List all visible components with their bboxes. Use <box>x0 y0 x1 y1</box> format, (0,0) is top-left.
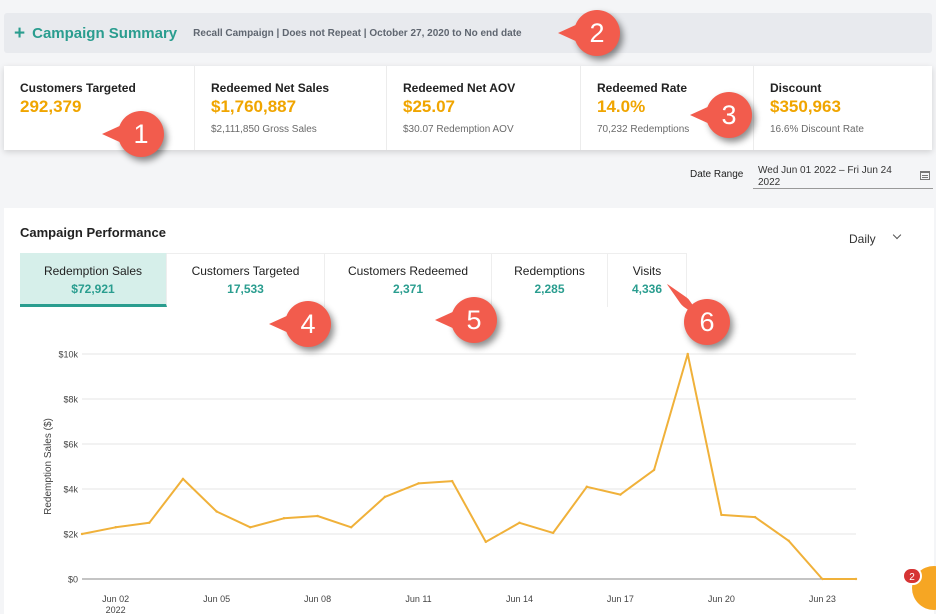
data-point <box>720 513 723 517</box>
kpi-value: 292,379 <box>20 97 82 116</box>
x-tick-label: Jun 23 <box>809 594 836 604</box>
data-point <box>450 479 454 483</box>
tab-label: Redemption Sales <box>43 264 143 278</box>
x-tick-label: Jun 05 <box>203 594 230 604</box>
data-point <box>787 539 790 542</box>
data-point <box>854 577 858 581</box>
data-point <box>282 517 286 520</box>
callout-badge-1: 1 <box>102 111 164 157</box>
kpi-value: 14.0% <box>597 97 646 116</box>
redemption-sales-chart: $0 $2k $4k $6k $8k $10k Redemption Sales ($) Ju… <box>43 350 858 614</box>
x-tick-year-label: 2022 <box>106 605 126 614</box>
kpi-subtext: 16.6% Discount Rate <box>770 124 864 135</box>
kpi-value: $25.07 <box>403 97 455 116</box>
chevron-down-icon[interactable] <box>892 230 902 240</box>
tab-label: Customers Targeted <box>191 264 300 278</box>
callout-badge-5: 5 <box>435 297 497 343</box>
data-point <box>249 526 252 529</box>
kpi-label: Redeemed Net Sales <box>211 81 330 95</box>
data-point <box>821 577 824 581</box>
y-tick-label: $4k <box>63 485 78 495</box>
data-point <box>652 468 656 472</box>
x-tick-label: Jun 20 <box>708 594 735 604</box>
tab-customers-targeted[interactable]: Customers Targeted 17,533 <box>167 253 325 307</box>
y-tick-label: $0 <box>68 575 78 585</box>
kpi-subtext: $2,111,850 Gross Sales <box>211 124 317 135</box>
data-point <box>181 477 185 481</box>
x-tick-label: Jun 02 <box>102 594 129 604</box>
x-tick-label: Jun 08 <box>304 594 331 604</box>
y-tick-label: $6k <box>63 440 78 450</box>
callout-badge-3: 3 <box>690 92 752 138</box>
date-range-value[interactable]: Wed Jun 01 2022 – Fri Jun 24 2022 <box>758 165 892 188</box>
tab-redemptions[interactable]: Redemptions 2,285 <box>492 253 608 307</box>
data-point <box>484 540 488 544</box>
callout-badge-2: 2 <box>558 10 620 56</box>
kpi-redeemed-net-sales: Redeemed Net Sales $1,760,887 $2,111,850… <box>194 66 386 150</box>
redemption-sales-line <box>81 353 856 580</box>
data-point <box>619 493 622 496</box>
tab-value: 4,336 <box>631 282 663 296</box>
y-tick-label: $2k <box>63 530 78 540</box>
expand-plus-icon[interactable]: + <box>14 22 26 44</box>
kpi-label: Customers Targeted <box>20 81 136 95</box>
callout-badge-6: 6 <box>684 299 730 345</box>
date-range-picker[interactable]: Wed Jun 01 2022 – Fri Jun 24 2022 <box>753 164 933 189</box>
data-point <box>518 521 521 524</box>
tab-value: 2,371 <box>392 282 424 296</box>
data-point <box>316 514 319 518</box>
metric-tabs: Redemption Sales $72,921 Customers Targe… <box>20 253 687 307</box>
callout-badge-4: 4 <box>269 301 331 347</box>
x-tick-label: Jun 17 <box>607 594 634 604</box>
y-tick-label: $10k <box>58 350 78 360</box>
campaign-performance-title: Campaign Performance <box>20 225 166 240</box>
kpi-label: Redeemed Rate <box>597 81 688 95</box>
y-tick-label: $8k <box>63 395 78 405</box>
tab-redemption-sales[interactable]: Redemption Sales $72,921 <box>20 253 167 307</box>
x-tick-label: Jun 11 <box>405 594 431 604</box>
kpi-subtext: $30.07 Redemption AOV <box>403 124 514 135</box>
data-point <box>753 515 757 519</box>
tab-label: Redemptions <box>514 264 585 278</box>
calendar-icon[interactable] <box>920 171 930 180</box>
data-point <box>417 482 420 485</box>
x-tick-label: Jun 14 <box>506 594 533 604</box>
date-range-label: Date Range <box>690 169 744 180</box>
data-point <box>585 485 588 488</box>
tab-value: 17,533 <box>227 282 264 296</box>
data-point <box>350 526 353 529</box>
tab-value: $72,921 <box>71 282 115 296</box>
data-point <box>80 532 84 536</box>
kpi-label: Redeemed Net AOV <box>403 81 516 95</box>
kpi-redeemed-net-aov: Redeemed Net AOV $25.07 $30.07 Redemptio… <box>386 66 580 150</box>
y-axis-label: Redemption Sales ($) <box>43 418 54 515</box>
kpi-value: $1,760,887 <box>211 97 297 116</box>
campaign-performance-panel: Campaign Performance Daily Redemption Sa… <box>4 208 934 614</box>
period-select-value[interactable]: Daily <box>849 232 876 246</box>
campaign-summary-header[interactable]: + Campaign Summary Recall Campaign | Doe… <box>4 13 932 53</box>
tab-visits[interactable]: Visits 4,336 <box>608 253 687 307</box>
chat-notification-count[interactable]: 2 <box>902 567 922 585</box>
data-point <box>215 510 218 513</box>
tab-value: 2,285 <box>534 282 565 296</box>
data-point <box>148 521 151 524</box>
kpi-label: Discount <box>770 81 822 95</box>
data-point <box>551 531 555 535</box>
kpi-customers-targeted: Customers Targeted 292,379 <box>4 66 194 150</box>
kpi-discount: Discount $350,963 16.6% Discount Rate <box>753 66 932 150</box>
tab-label: Visits <box>632 264 662 278</box>
kpi-value: $350,963 <box>770 97 841 116</box>
data-point <box>686 352 689 356</box>
campaign-summary-subtitle: Recall Campaign | Does not Repeat | Octo… <box>193 27 522 39</box>
kpi-subtext: 70,232 Redemptions <box>597 124 690 135</box>
data-point <box>383 495 387 499</box>
kpi-redeemed-rate: Redeemed Rate 14.0% 70,232 Redemptions <box>580 66 753 150</box>
data-point <box>114 526 117 529</box>
period-select[interactable]: Daily <box>849 230 909 246</box>
campaign-summary-title[interactable]: Campaign Summary <box>32 24 178 42</box>
tab-label: Customers Redeemed <box>347 264 469 278</box>
